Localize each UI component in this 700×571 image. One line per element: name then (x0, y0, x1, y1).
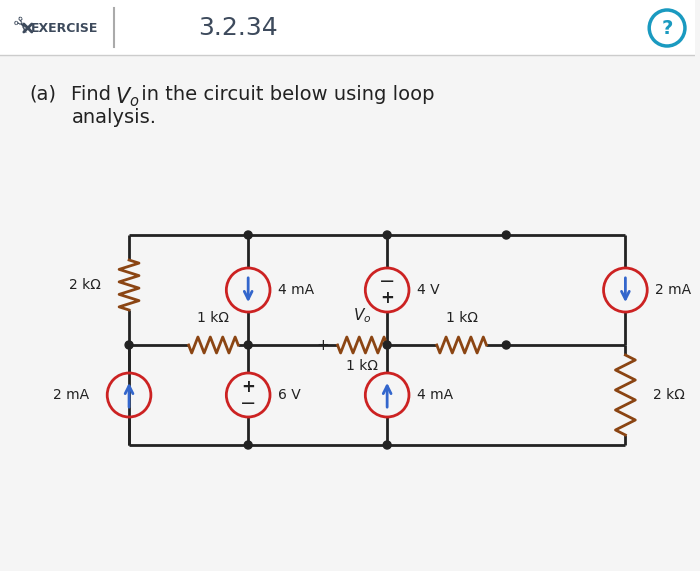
Text: ?: ? (662, 18, 673, 38)
Circle shape (383, 441, 391, 449)
Text: 2 kΩ: 2 kΩ (653, 388, 685, 402)
Text: 4 V: 4 V (417, 283, 440, 297)
Text: analysis.: analysis. (71, 108, 157, 127)
Circle shape (244, 441, 252, 449)
Text: −: − (240, 395, 256, 413)
Text: +: + (241, 378, 255, 396)
Text: $V_o$: $V_o$ (353, 306, 372, 325)
Text: in the circuit below using loop: in the circuit below using loop (135, 85, 435, 104)
Text: +: + (317, 337, 330, 352)
Circle shape (383, 231, 391, 239)
Text: $\mathbf{\it{V_o}}$: $\mathbf{\it{V_o}}$ (116, 85, 140, 108)
Circle shape (503, 341, 510, 349)
Text: (a): (a) (30, 85, 57, 104)
Text: 2 mA: 2 mA (655, 283, 692, 297)
Text: EXERCISE: EXERCISE (31, 22, 98, 34)
Text: 4 mA: 4 mA (417, 388, 453, 402)
Text: −: − (391, 337, 404, 352)
Text: +: + (380, 289, 394, 307)
Text: 1 kΩ: 1 kΩ (346, 359, 378, 373)
Text: 2 mA: 2 mA (53, 388, 90, 402)
Circle shape (503, 231, 510, 239)
Text: 3.2.34: 3.2.34 (199, 16, 279, 40)
Text: −: − (379, 271, 396, 291)
Text: 4 mA: 4 mA (278, 283, 314, 297)
Text: 6 V: 6 V (278, 388, 301, 402)
Circle shape (125, 341, 133, 349)
Text: 2 kΩ: 2 kΩ (69, 278, 101, 292)
Circle shape (244, 341, 252, 349)
Text: Find: Find (71, 85, 118, 104)
FancyBboxPatch shape (0, 0, 695, 55)
Circle shape (383, 341, 391, 349)
Text: 1 kΩ: 1 kΩ (197, 311, 230, 325)
Circle shape (244, 231, 252, 239)
Text: 1 kΩ: 1 kΩ (446, 311, 477, 325)
Text: ✂: ✂ (6, 13, 34, 41)
